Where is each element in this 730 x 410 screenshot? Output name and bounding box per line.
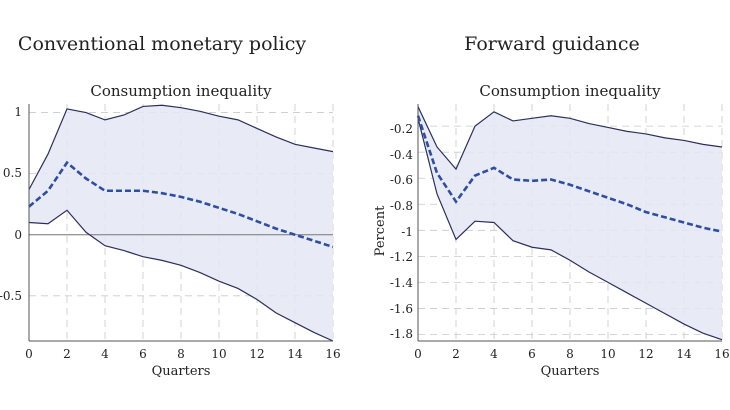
- plot-area: [416, 104, 723, 342]
- x-axis-label: Quarters: [541, 364, 600, 379]
- y-tick-label: -0.2: [390, 122, 413, 136]
- x-tick-label: 0: [414, 347, 422, 361]
- x-tick-label: 6: [139, 347, 147, 361]
- y-tick-label: 1: [14, 105, 22, 119]
- y-tick-label: -1.6: [390, 302, 413, 316]
- plot-area: [28, 104, 334, 342]
- panel-conventional-monetary-policy: Conventional monetary policy Consumption…: [0, 33, 341, 379]
- lower-bound-line: [28, 209, 334, 342]
- x-tick-label: 2: [452, 347, 460, 361]
- upper-bound-line: [28, 104, 334, 190]
- upper-bound-line: [417, 106, 723, 171]
- y-tick-label: -1: [401, 225, 413, 239]
- y-tick-label: 0.5: [3, 166, 22, 180]
- lower-bound-line: [417, 118, 723, 341]
- x-tick-label: 14: [676, 347, 692, 361]
- y-tick-label: -1.2: [390, 250, 413, 264]
- panel-heading: Forward guidance: [464, 33, 640, 55]
- median-response-line: [28, 160, 334, 249]
- x-tick-label: 6: [528, 347, 536, 361]
- x-tick-label: 16: [714, 347, 729, 361]
- median-response-line: [416, 115, 723, 233]
- y-tick-label: -0.4: [390, 148, 414, 162]
- x-tick-label: 14: [287, 347, 303, 361]
- y-tick-labels: -0.2 -0.4 -0.6 -0.8 -1 -1.2 -1.4 -1.6 -1…: [390, 122, 414, 341]
- x-tick-label: 16: [325, 347, 340, 361]
- x-tick-labels: 0 2 4 6 8 10 12 14 16: [25, 347, 340, 361]
- confidence-band: [418, 106, 722, 340]
- y-tick-label: 0: [14, 228, 22, 242]
- y-tick-label: -0.6: [390, 173, 413, 187]
- x-tick-labels: 0 2 4 6 8 10 12 14 16: [414, 347, 729, 361]
- y-axis-label: Percent: [373, 205, 388, 256]
- y-tick-labels: 1 0.5 0 -0.5: [0, 105, 22, 303]
- chart-title: Consumption inequality: [90, 82, 272, 100]
- y-tick-label: -1.8: [390, 327, 413, 341]
- x-tick-label: 12: [249, 347, 264, 361]
- x-tick-label: 8: [566, 347, 574, 361]
- chart-title: Consumption inequality: [479, 82, 661, 100]
- panel-forward-guidance: Forward guidance Consumption inequality …: [373, 33, 730, 379]
- panel-heading: Conventional monetary policy: [18, 33, 306, 55]
- x-tick-label: 10: [211, 347, 226, 361]
- x-tick-label: 12: [638, 347, 653, 361]
- confidence-band: [29, 105, 333, 341]
- x-axis-label: Quarters: [152, 364, 211, 379]
- y-tick-label: -0.5: [0, 289, 22, 303]
- x-tick-label: 0: [25, 347, 33, 361]
- y-tick-label: -1.4: [390, 276, 414, 290]
- y-tick-label: -0.8: [390, 199, 413, 213]
- x-tick-label: 4: [101, 347, 109, 361]
- x-tick-label: 2: [63, 347, 71, 361]
- x-tick-label: 10: [600, 347, 615, 361]
- x-tick-label: 8: [177, 347, 185, 361]
- x-tick-label: 4: [490, 347, 498, 361]
